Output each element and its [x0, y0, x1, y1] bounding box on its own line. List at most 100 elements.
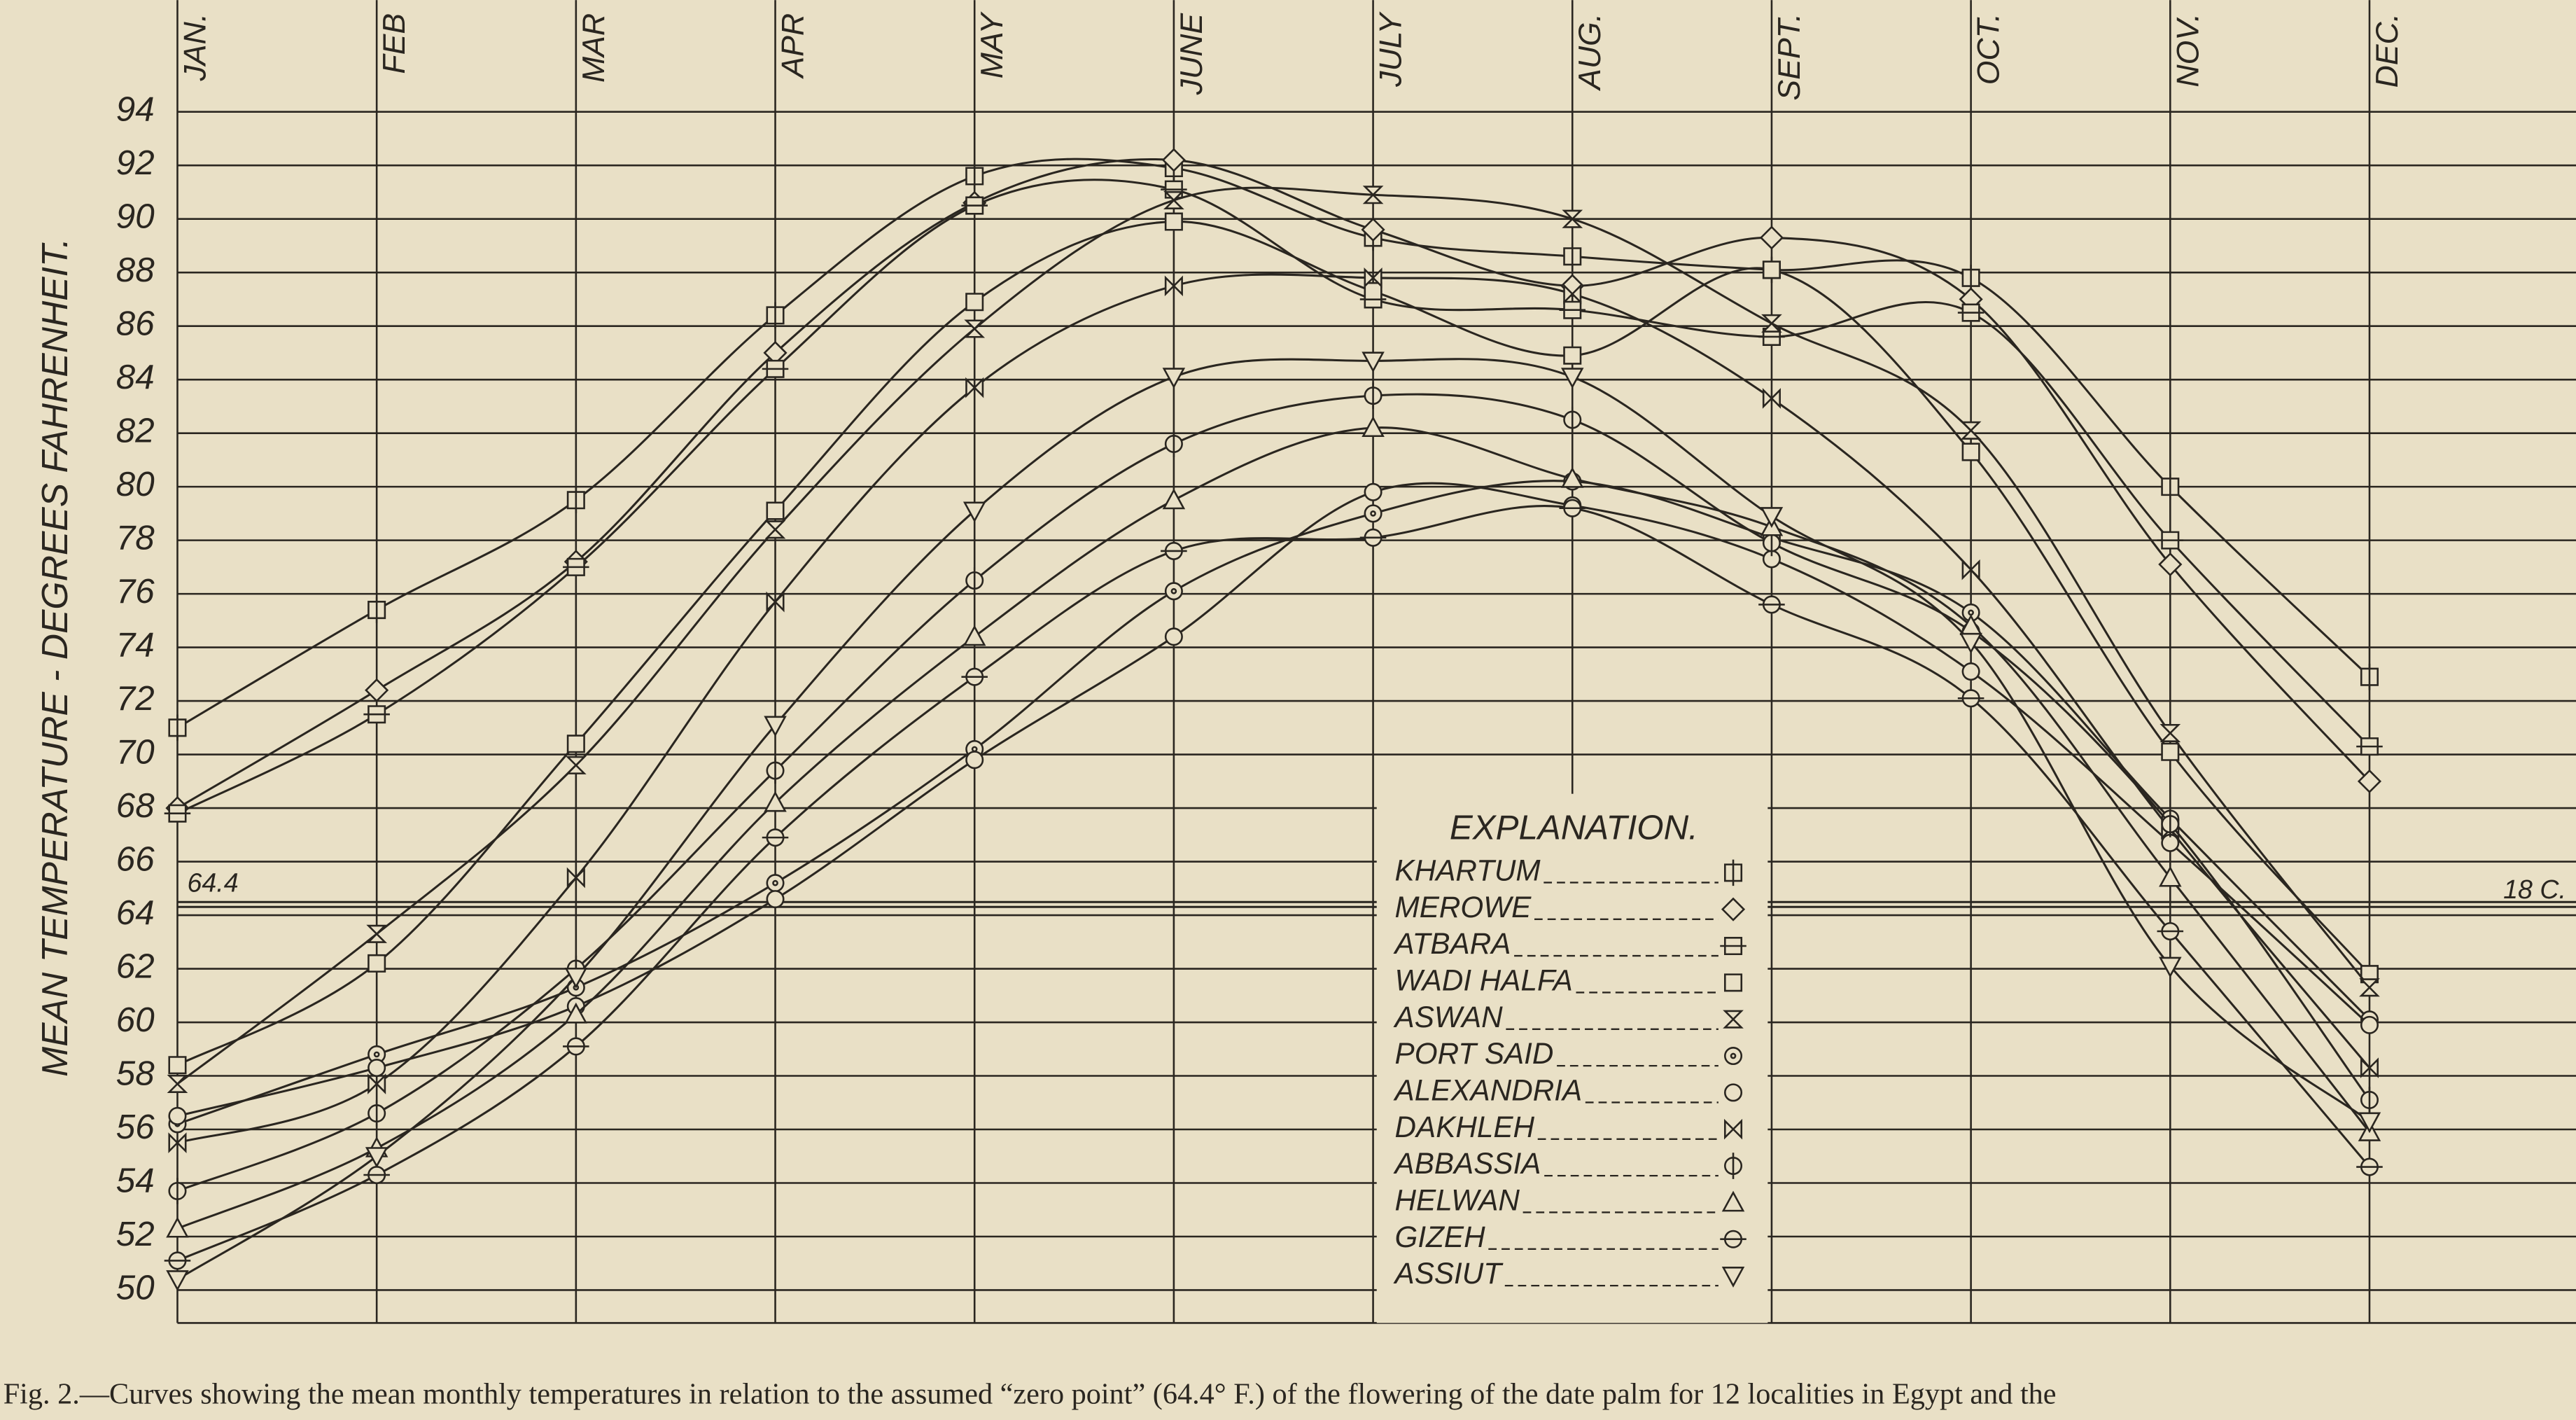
x-tick-label: SEPT.: [1772, 13, 1807, 101]
y-tick-label: 90: [116, 197, 155, 236]
point-marker: [1163, 190, 1184, 209]
curve: [177, 482, 2371, 1118]
curve: [176, 158, 2371, 809]
point-marker: [1364, 504, 1382, 523]
point-marker: [1563, 346, 1582, 365]
legend-marker: [1721, 1190, 1745, 1212]
point-marker: [1164, 582, 1183, 601]
point-marker: [965, 293, 984, 312]
point-marker: [1364, 281, 1382, 300]
point-marker: [365, 1147, 388, 1169]
point-marker: [1760, 507, 1784, 528]
point-marker: [1758, 595, 1785, 614]
point-marker: [1562, 209, 1583, 228]
legend-marker: [1723, 1153, 1743, 1179]
x-tick-label: APR: [776, 13, 810, 80]
legend-marker: [1723, 1047, 1743, 1065]
x-tick-label: AUG.: [1573, 13, 1607, 92]
point-marker: [566, 487, 585, 514]
point-marker: [2359, 978, 2380, 997]
point-marker: [166, 1270, 189, 1291]
point-marker: [1162, 368, 1186, 389]
point-marker: [566, 867, 585, 889]
x-tick-label: JUNE: [1175, 13, 1209, 96]
y-tick-label: 74: [116, 626, 155, 664]
point-marker: [2158, 552, 2183, 577]
point-marker: [961, 667, 988, 686]
y-tick-label: 84: [116, 358, 155, 396]
legend-label: DAKHLEH: [1395, 1111, 1535, 1143]
point-marker: [1563, 283, 1582, 305]
y-tick-label: 54: [116, 1162, 155, 1200]
legend-label: KHARTUM: [1395, 854, 1541, 887]
point-marker: [366, 924, 388, 943]
point-marker: [2159, 956, 2182, 978]
y-tick-label: 76: [116, 572, 155, 611]
point-marker: [762, 828, 789, 847]
curve: [176, 220, 2371, 1066]
point-marker: [1961, 662, 1980, 681]
point-marker: [1364, 382, 1382, 409]
point-marker: [1960, 421, 1982, 440]
y-tick-label: 92: [116, 144, 155, 182]
y-tick-label: 50: [116, 1268, 155, 1307]
point-marker: [563, 1037, 589, 1056]
point-marker: [766, 890, 785, 909]
y-tick-label: 68: [116, 786, 155, 825]
point-marker: [168, 714, 187, 742]
point-marker: [1559, 499, 1586, 517]
point-marker: [167, 1074, 188, 1094]
y-tick-label: 60: [116, 1001, 155, 1039]
point-marker: [368, 954, 386, 973]
point-marker: [965, 162, 984, 190]
point-marker: [368, 597, 386, 623]
legend-marker: [1723, 1118, 1743, 1140]
legend-label: MEROWE: [1395, 891, 1532, 924]
y-tick-label: 94: [116, 90, 155, 129]
legend-label: ABBASSIA: [1393, 1147, 1541, 1180]
point-marker: [1762, 550, 1781, 569]
point-marker: [1957, 689, 1984, 708]
point-marker: [764, 520, 786, 539]
legend-label: PORT SAID: [1395, 1037, 1554, 1070]
point-marker: [1162, 488, 1186, 510]
y-tick-label: 58: [116, 1054, 155, 1093]
y-tick-label: 82: [116, 412, 155, 450]
point-marker: [1560, 368, 1584, 389]
point-marker: [563, 557, 589, 576]
point-marker: [368, 1100, 386, 1127]
point-marker: [2360, 1087, 2379, 1113]
point-marker: [1364, 482, 1382, 501]
y-tick-label: 62: [116, 947, 155, 986]
legend-label: ATBARA: [1393, 927, 1511, 960]
y-tick-label: 86: [116, 305, 155, 343]
point-marker: [2157, 922, 2184, 940]
point-marker: [1161, 148, 1186, 172]
legend-label: ASSIUT: [1393, 1257, 1504, 1290]
legend-marker: [1721, 1267, 1745, 1288]
point-marker: [2159, 865, 2182, 887]
point-marker: [965, 567, 984, 594]
point-marker: [1957, 303, 1984, 322]
legend-label: ASWAN: [1393, 1001, 1504, 1033]
point-marker: [2161, 473, 2180, 500]
legend-label: WADI HALFA: [1395, 964, 1573, 997]
point-marker: [962, 625, 986, 646]
point-marker: [365, 678, 389, 702]
curve: [176, 158, 2371, 729]
point-marker: [1762, 260, 1781, 279]
y-axis-label: MEAN TEMPERATURE - DEGREES FAHRENHEIT.: [34, 238, 75, 1077]
point-marker: [168, 1132, 187, 1153]
point-marker: [565, 756, 587, 774]
point-marker: [965, 377, 984, 398]
point-marker: [166, 1216, 189, 1238]
point-marker: [1761, 314, 1782, 333]
point-marker: [363, 1166, 390, 1184]
point-marker: [1164, 275, 1183, 297]
x-tick-label: NOV.: [2171, 13, 2205, 88]
point-marker: [1364, 267, 1382, 288]
point-marker: [168, 1056, 187, 1075]
y-tick-label: 66: [116, 840, 155, 879]
